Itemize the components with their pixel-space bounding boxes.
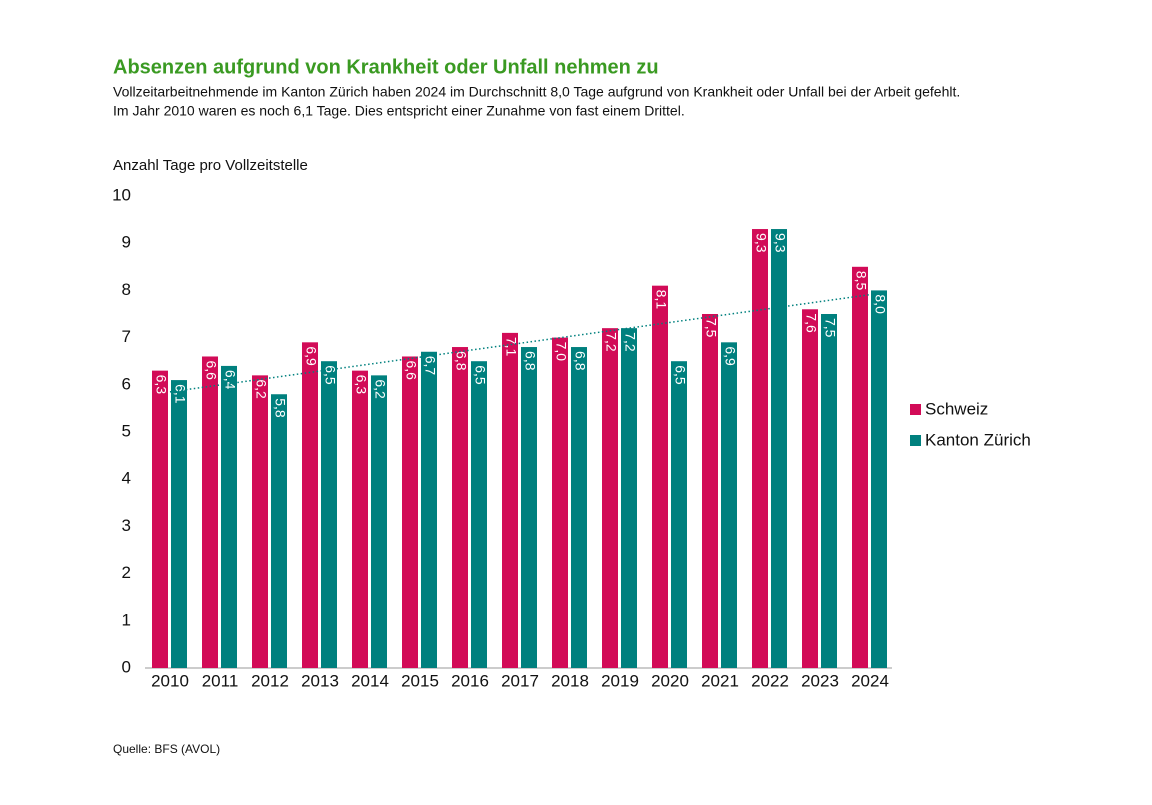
bar bbox=[171, 380, 187, 668]
value-label: 6,9 bbox=[722, 346, 738, 366]
value-label: 6,8 bbox=[453, 351, 469, 371]
bar bbox=[752, 229, 768, 669]
bar bbox=[371, 375, 387, 668]
value-label: 6,8 bbox=[572, 351, 588, 371]
bar bbox=[802, 309, 818, 668]
y-tick-label: 2 bbox=[122, 563, 131, 582]
legend-label: Kanton Zürich bbox=[925, 430, 1031, 449]
value-label: 6,4 bbox=[222, 370, 238, 390]
value-label: 8,1 bbox=[653, 290, 669, 310]
bar bbox=[252, 375, 268, 668]
value-label: 9,3 bbox=[753, 233, 769, 253]
bar bbox=[602, 328, 618, 668]
value-label: 7,2 bbox=[622, 332, 638, 352]
bar bbox=[671, 361, 687, 668]
bar bbox=[221, 365, 237, 668]
value-label: 6,9 bbox=[303, 346, 319, 366]
subtitle: Im Jahr 2010 waren es noch 6,1 Tage. Die… bbox=[113, 103, 685, 119]
value-label: 6,2 bbox=[372, 379, 388, 399]
x-tick-label: 2013 bbox=[301, 671, 339, 690]
subtitle: Vollzeitarbeitnehmende im Kanton Zürich … bbox=[113, 84, 960, 100]
value-label: 8,5 bbox=[853, 271, 869, 291]
y-tick-label: 4 bbox=[122, 469, 131, 488]
bar bbox=[271, 394, 287, 668]
value-label: 7,2 bbox=[603, 332, 619, 352]
x-tick-label: 2014 bbox=[351, 671, 389, 690]
x-tick-label: 2022 bbox=[751, 671, 789, 690]
value-label: 6,2 bbox=[253, 379, 269, 399]
bar bbox=[352, 370, 368, 668]
value-label: 6,3 bbox=[153, 375, 169, 395]
bar bbox=[552, 337, 568, 668]
trendline bbox=[169, 293, 871, 393]
bar bbox=[202, 356, 218, 668]
value-label: 6,6 bbox=[203, 360, 219, 380]
y-tick-label: 8 bbox=[122, 280, 131, 299]
value-label: 9,3 bbox=[772, 233, 788, 253]
bar bbox=[871, 290, 887, 668]
legend-swatch bbox=[910, 435, 921, 446]
y-tick-label: 7 bbox=[122, 327, 131, 346]
value-label: 6,5 bbox=[322, 365, 338, 385]
bar bbox=[321, 361, 337, 668]
value-label: 7,0 bbox=[553, 342, 569, 362]
x-tick-label: 2020 bbox=[651, 671, 689, 690]
value-label: 6,7 bbox=[422, 356, 438, 376]
bar bbox=[771, 229, 787, 669]
x-tick-label: 2010 bbox=[151, 671, 189, 690]
value-label: 7,5 bbox=[822, 318, 838, 338]
bar bbox=[821, 314, 837, 668]
x-tick-label: 2018 bbox=[551, 671, 589, 690]
value-label: 5,8 bbox=[272, 398, 288, 418]
value-label: 6,8 bbox=[522, 351, 538, 371]
value-label: 6,3 bbox=[353, 375, 369, 395]
bar bbox=[452, 347, 468, 668]
bar bbox=[702, 314, 718, 668]
value-label: 7,1 bbox=[503, 337, 519, 357]
x-tick-label: 2016 bbox=[451, 671, 489, 690]
x-tick-label: 2021 bbox=[701, 671, 739, 690]
bar bbox=[421, 351, 437, 668]
x-tick-label: 2011 bbox=[202, 671, 239, 690]
y-tick-label: 5 bbox=[122, 421, 131, 440]
bar bbox=[402, 356, 418, 668]
bar bbox=[152, 370, 168, 668]
bar bbox=[852, 266, 868, 668]
value-label: 6,6 bbox=[403, 360, 419, 380]
value-label: 7,6 bbox=[803, 313, 819, 333]
value-label: 6,1 bbox=[172, 384, 188, 404]
y-tick-label: 10 bbox=[112, 185, 131, 204]
bar bbox=[652, 285, 668, 668]
x-tick-label: 2023 bbox=[801, 671, 839, 690]
bar bbox=[302, 342, 318, 668]
value-label: 6,5 bbox=[672, 365, 688, 385]
value-label: 7,5 bbox=[703, 318, 719, 338]
value-label: 6,5 bbox=[472, 365, 488, 385]
y-tick-label: 3 bbox=[122, 516, 131, 535]
bar bbox=[721, 342, 737, 668]
bar bbox=[571, 347, 587, 668]
x-tick-label: 2019 bbox=[601, 671, 639, 690]
chart-title: Absenzen aufgrund von Krankheit oder Unf… bbox=[113, 56, 659, 78]
x-tick-label: 2017 bbox=[501, 671, 539, 690]
y-tick-label: 0 bbox=[122, 657, 131, 676]
source: Quelle: BFS (AVOL) bbox=[113, 742, 220, 756]
value-label: 8,0 bbox=[872, 294, 888, 314]
x-tick-label: 2012 bbox=[251, 671, 289, 690]
x-tick-label: 2015 bbox=[401, 671, 439, 690]
y-tick-label: 9 bbox=[122, 233, 131, 252]
bar bbox=[471, 361, 487, 668]
bar bbox=[521, 347, 537, 668]
y-tick-label: 6 bbox=[122, 374, 131, 393]
legend-label: Schweiz bbox=[925, 399, 988, 418]
bar bbox=[502, 332, 518, 668]
y-axis-label: Anzahl Tage pro Vollzeitstelle bbox=[113, 157, 308, 174]
x-tick-label: 2024 bbox=[851, 671, 889, 690]
bar bbox=[621, 328, 637, 668]
y-tick-label: 1 bbox=[122, 610, 131, 629]
legend-swatch bbox=[910, 404, 921, 415]
